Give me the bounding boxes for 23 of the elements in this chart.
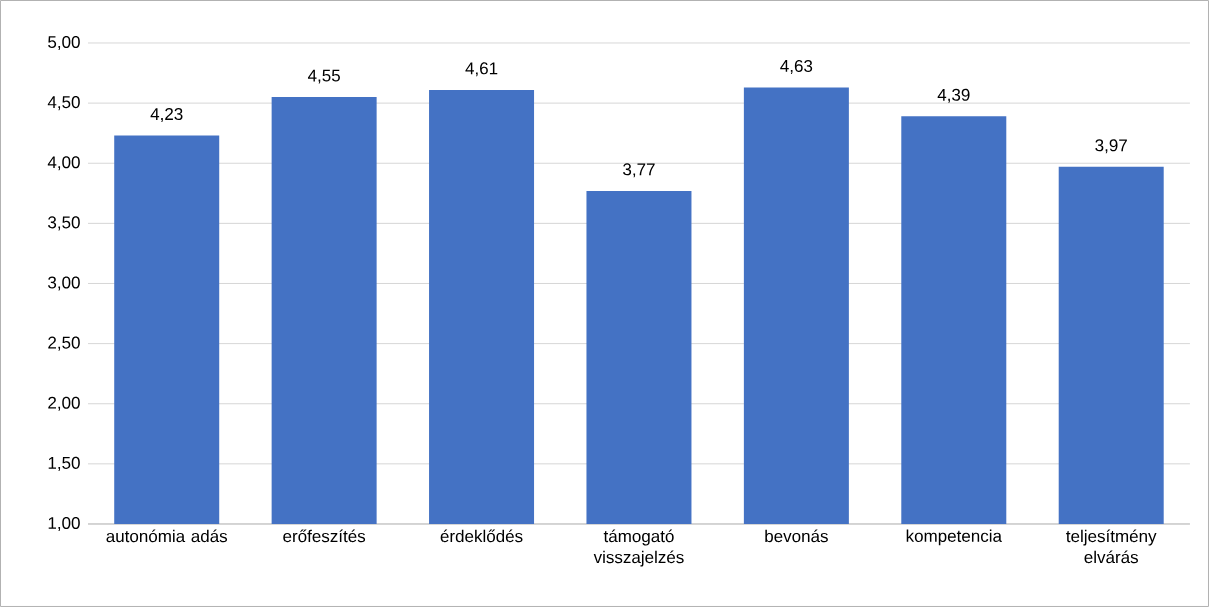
y-tick-label: 3,00	[48, 276, 80, 291]
y-tick-label: 4,50	[47, 96, 80, 111]
y-tick-label: 3,50	[48, 216, 80, 231]
x-tick-label: teljesítmény elvárás	[1066, 529, 1157, 564]
x-tick-label: kompetencia	[906, 529, 1002, 546]
y-tick-label: 5,00	[48, 35, 80, 51]
x-tick-label: támogató visszajelzés	[593, 529, 684, 567]
data-label: 4,61	[465, 62, 498, 77]
y-tick-label: 1,50	[48, 456, 80, 471]
y-tick-label: 2,50	[48, 336, 80, 351]
data-label: 3,97	[1095, 139, 1127, 154]
data-label: 4,23	[150, 108, 183, 123]
y-tick-label: 4,00	[47, 156, 80, 171]
y-tick-label: 2,00	[48, 396, 80, 411]
data-label: 4,39	[937, 88, 970, 103]
data-label: 3,77	[623, 163, 655, 178]
data-label: 4,63	[780, 59, 813, 74]
x-tick-label: bevonás	[765, 529, 828, 543]
y-tick-label: 1,00	[48, 516, 80, 531]
data-label: 4,55	[307, 69, 340, 84]
x-tick-label: autonómia adás	[106, 529, 228, 543]
x-tick-label: érdeklődés	[440, 529, 523, 543]
x-tick-label: erőfeszítés	[283, 529, 366, 543]
